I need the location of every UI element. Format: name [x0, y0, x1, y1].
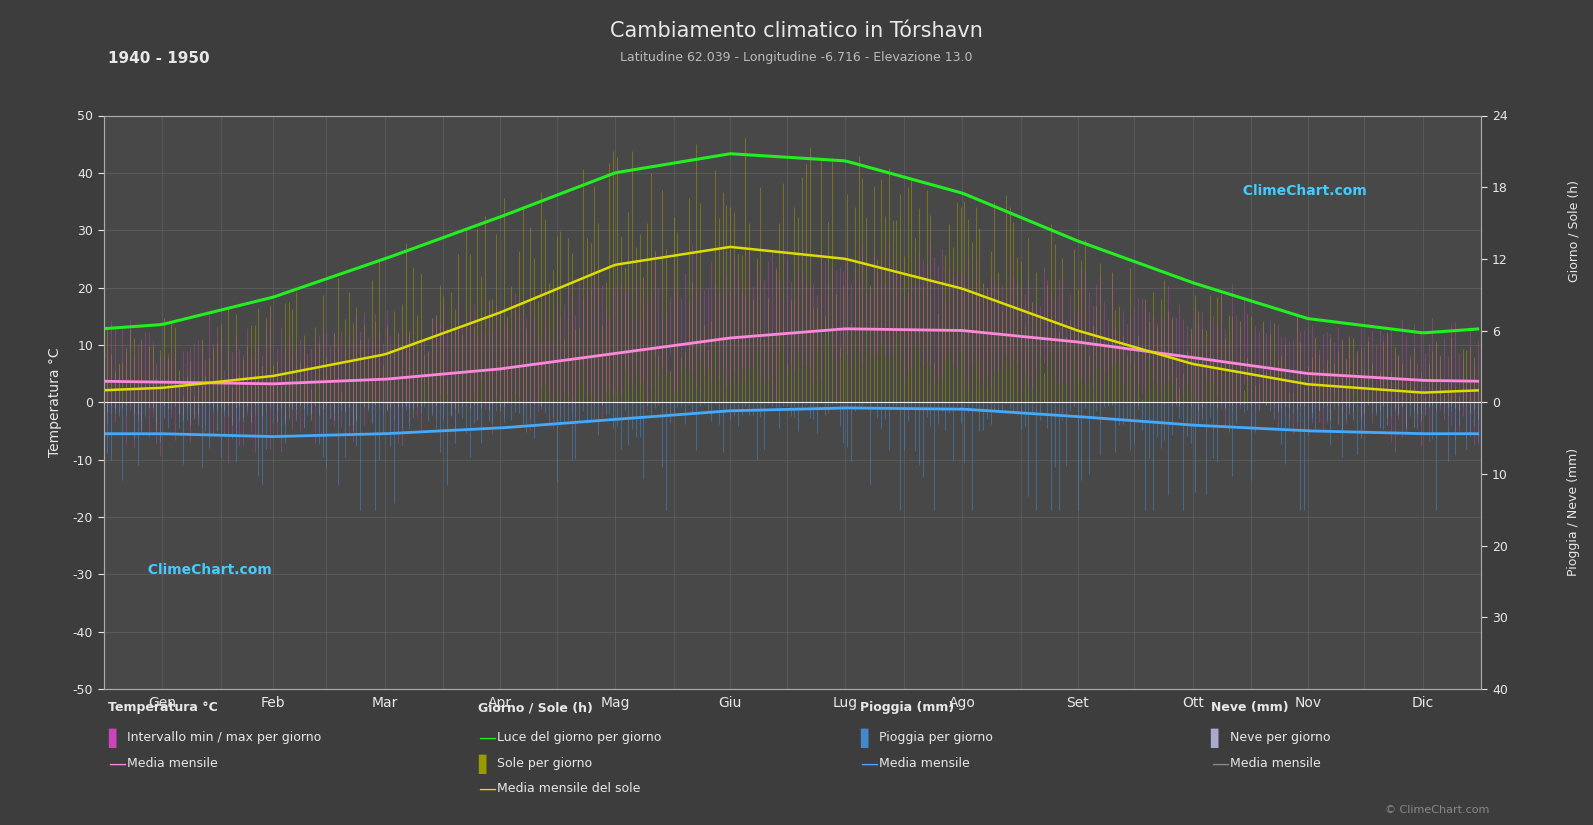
Text: Latitudine 62.039 - Longitudine -6.716 - Elevazione 13.0: Latitudine 62.039 - Longitudine -6.716 -…: [620, 51, 973, 64]
Text: —: —: [478, 728, 495, 747]
Text: Pioggia / Neve (mm): Pioggia / Neve (mm): [1568, 447, 1580, 576]
Text: Neve per giorno: Neve per giorno: [1230, 731, 1330, 744]
Text: 1940 - 1950: 1940 - 1950: [108, 51, 210, 66]
Text: Cambiamento climatico in Tórshavn: Cambiamento climatico in Tórshavn: [610, 21, 983, 40]
Text: ▌: ▌: [478, 755, 492, 774]
Text: Intervallo min / max per giorno: Intervallo min / max per giorno: [127, 731, 322, 744]
Text: —: —: [860, 755, 878, 773]
Text: Media mensile: Media mensile: [127, 757, 218, 771]
Text: ▌: ▌: [108, 728, 123, 747]
Text: Media mensile del sole: Media mensile del sole: [497, 782, 640, 795]
Text: Pioggia (mm): Pioggia (mm): [860, 701, 954, 714]
Text: ClimeChart.com: ClimeChart.com: [139, 563, 272, 577]
Text: Media mensile: Media mensile: [879, 757, 970, 771]
Text: Sole per giorno: Sole per giorno: [497, 757, 593, 771]
Text: Giorno / Sole (h): Giorno / Sole (h): [1568, 180, 1580, 282]
Text: ▌: ▌: [1211, 728, 1225, 747]
Text: Media mensile: Media mensile: [1230, 757, 1321, 771]
Y-axis label: Temperatura °C: Temperatura °C: [48, 347, 62, 457]
Text: Luce del giorno per giorno: Luce del giorno per giorno: [497, 731, 661, 744]
Text: —: —: [478, 780, 495, 798]
Text: Neve (mm): Neve (mm): [1211, 701, 1289, 714]
Text: Temperatura °C: Temperatura °C: [108, 701, 218, 714]
Text: ▌: ▌: [860, 728, 875, 747]
Text: Pioggia per giorno: Pioggia per giorno: [879, 731, 992, 744]
Text: Giorno / Sole (h): Giorno / Sole (h): [478, 701, 593, 714]
Text: © ClimeChart.com: © ClimeChart.com: [1384, 805, 1489, 815]
Text: —: —: [1211, 755, 1228, 773]
Text: —: —: [108, 755, 126, 773]
Text: ClimeChart.com: ClimeChart.com: [1233, 184, 1367, 198]
